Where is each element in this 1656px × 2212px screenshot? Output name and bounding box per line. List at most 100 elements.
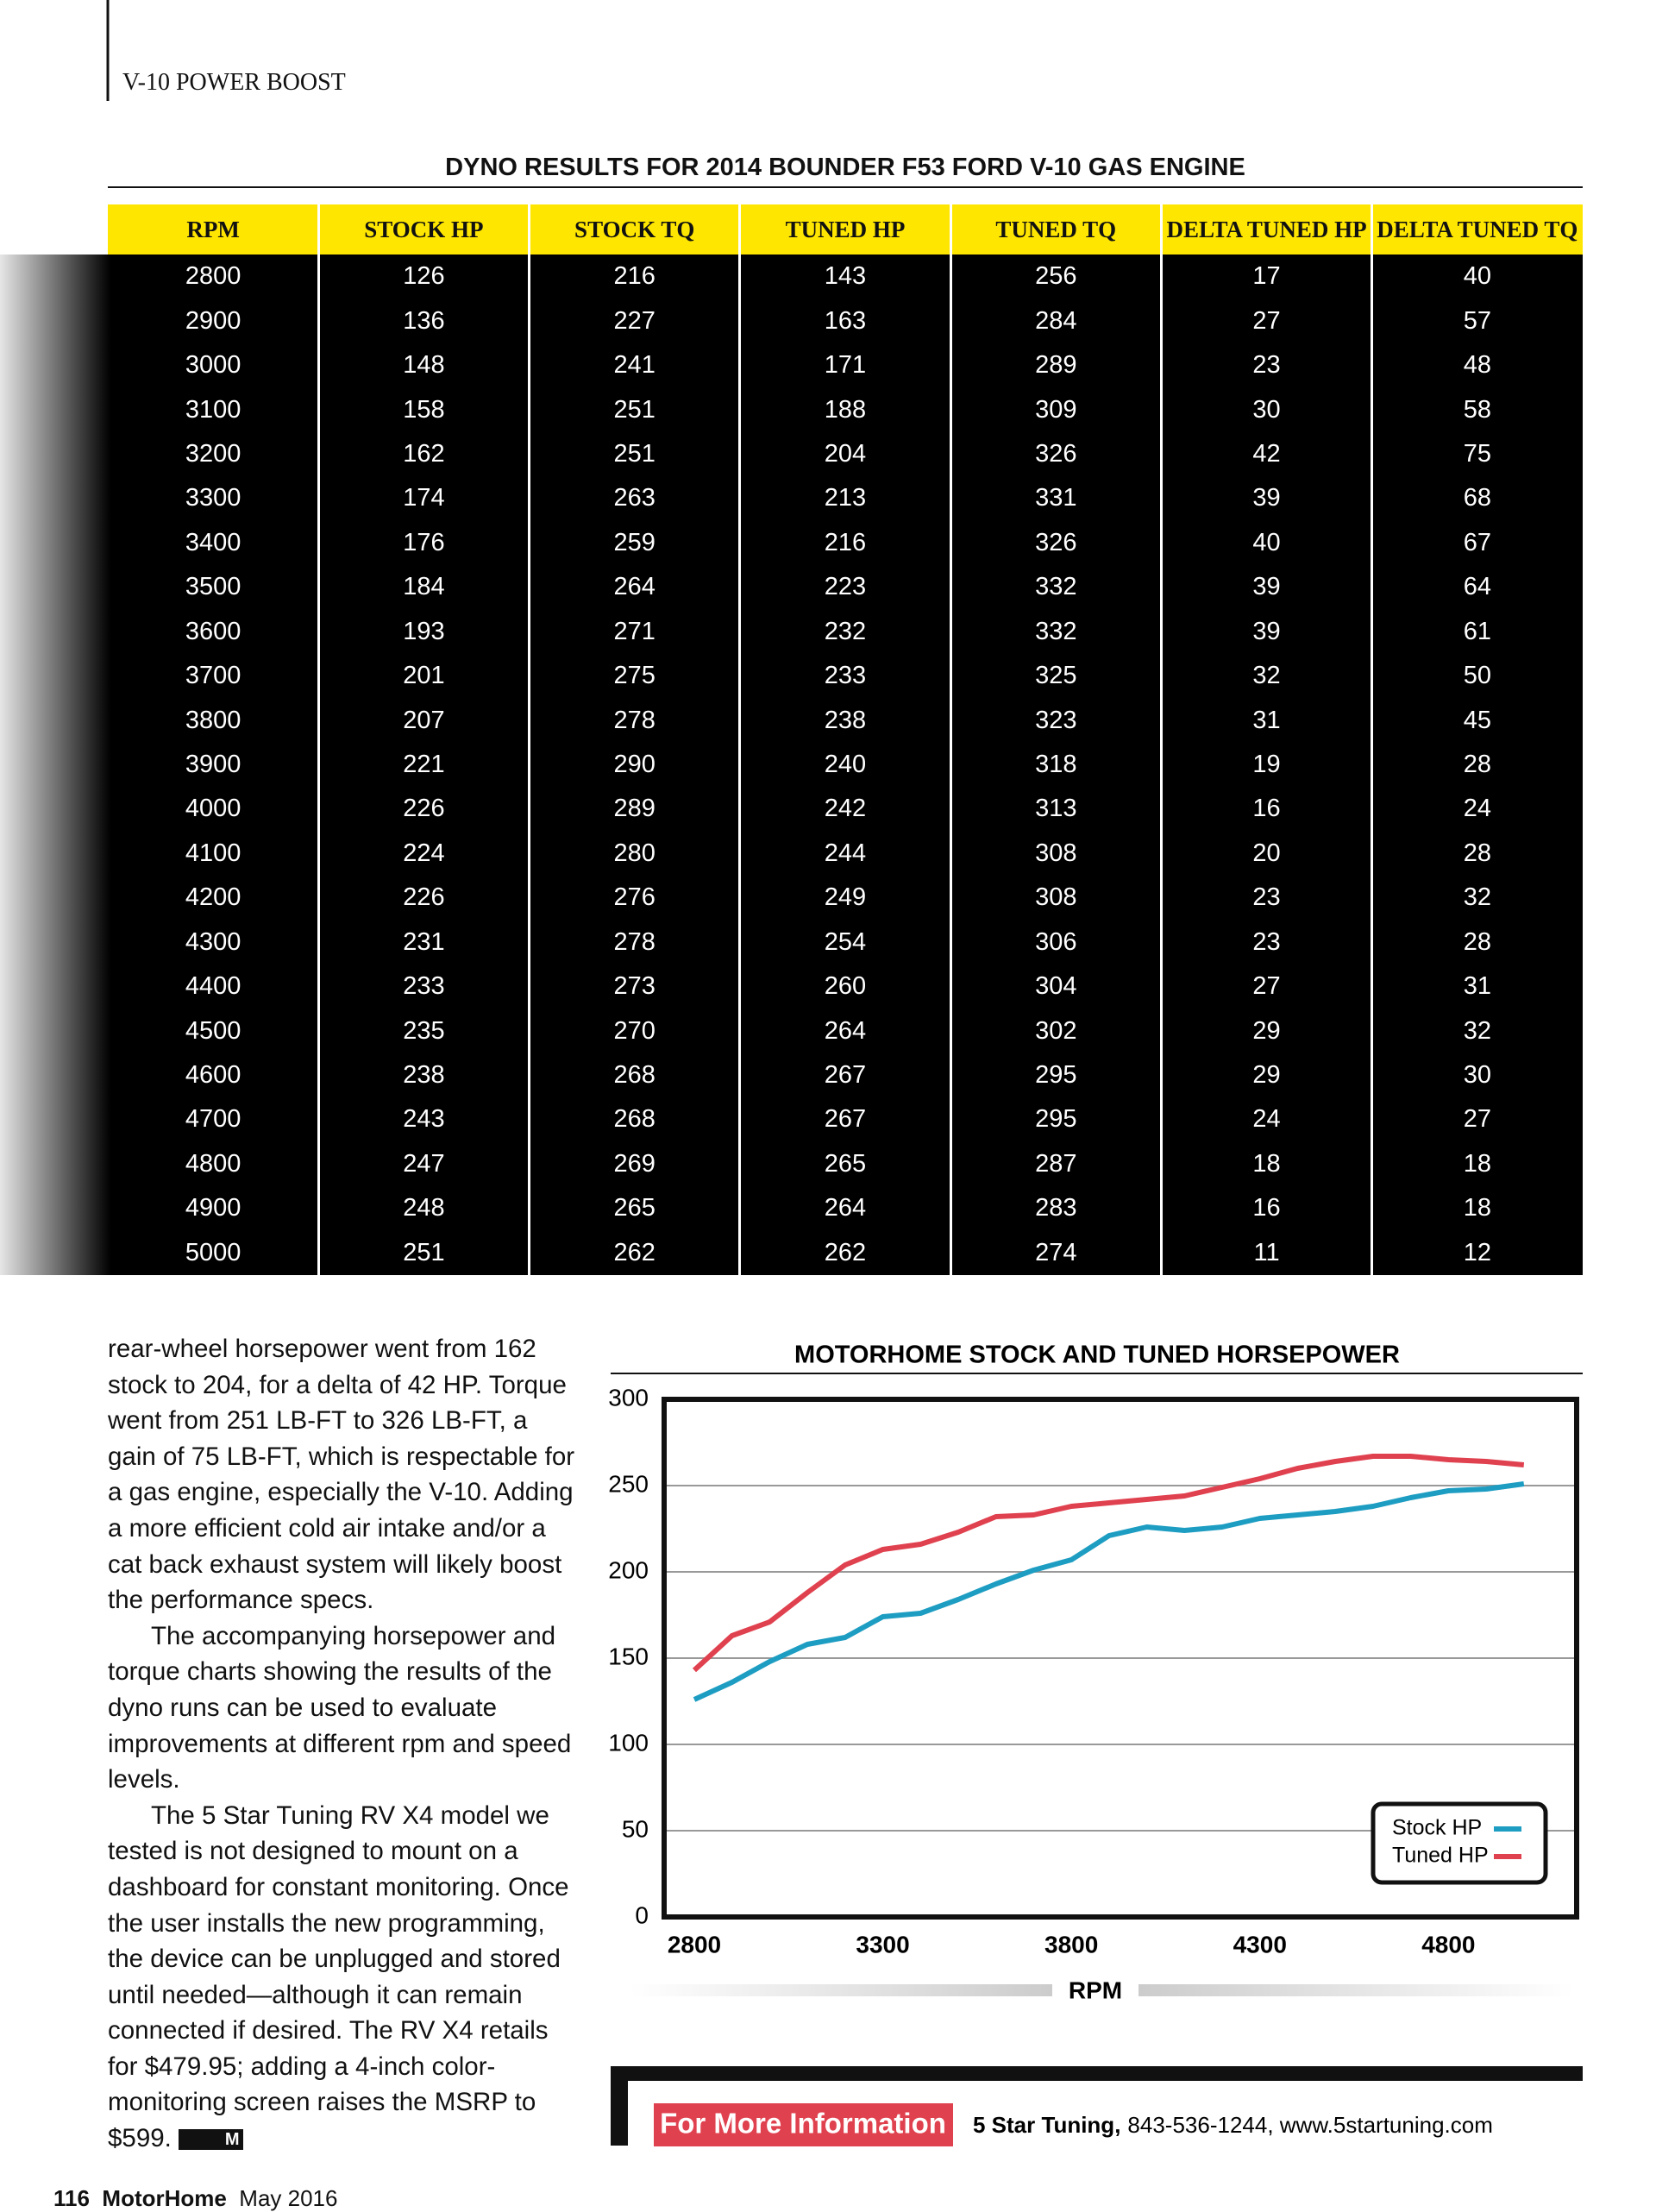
paragraph: The 5 Star Tuning RV X4 model we tested … bbox=[108, 1800, 569, 2153]
data-line bbox=[692, 1454, 1525, 1673]
table-cell: 31 bbox=[1252, 706, 1281, 734]
table-cell: 264 bbox=[824, 1194, 867, 1222]
table-cell: 23 bbox=[1252, 927, 1281, 956]
table-cell: 278 bbox=[613, 706, 656, 734]
table-cell: 171 bbox=[824, 351, 867, 380]
footer: 116 MotorHome May 2016 bbox=[53, 2185, 337, 2212]
y-tick-label: 200 bbox=[608, 1556, 649, 1583]
table-cell: 332 bbox=[1035, 573, 1077, 601]
table-cell: 280 bbox=[613, 839, 656, 867]
table-cell: 243 bbox=[403, 1105, 445, 1134]
table-cell: 302 bbox=[1035, 1016, 1077, 1045]
table-cell: 223 bbox=[824, 573, 867, 601]
table-cell: 3200 bbox=[185, 439, 242, 468]
legend-label: Stock HP bbox=[1392, 1816, 1482, 1840]
table-cell: 136 bbox=[403, 306, 445, 335]
table-cell: 12 bbox=[1463, 1238, 1491, 1266]
table-cell: 148 bbox=[403, 351, 445, 380]
table-cell: 58 bbox=[1463, 395, 1491, 424]
table-cell: 16 bbox=[1252, 795, 1281, 823]
paragraph: The accompanying horsepower and torque c… bbox=[108, 1621, 572, 1794]
table-cell: 268 bbox=[613, 1105, 656, 1134]
info-label-box bbox=[654, 2103, 953, 2146]
table-cell: 207 bbox=[403, 706, 445, 734]
table-cell: 270 bbox=[613, 1016, 656, 1045]
column-header: STOCK HP bbox=[364, 216, 484, 242]
column-divider bbox=[1159, 204, 1163, 1275]
table-cell: 204 bbox=[824, 439, 867, 468]
table-cell: 271 bbox=[613, 617, 656, 645]
info-label: For More Information bbox=[660, 2108, 946, 2140]
table-cell: 27 bbox=[1463, 1105, 1491, 1134]
table-cell: 267 bbox=[824, 1105, 867, 1134]
table-cell: 216 bbox=[824, 528, 867, 556]
table-cell: 4200 bbox=[185, 883, 242, 912]
column-header: DELTA TUNED TQ bbox=[1377, 216, 1578, 242]
table-cell: 332 bbox=[1035, 617, 1077, 645]
table-cell: 27 bbox=[1252, 306, 1281, 335]
table-cell: 238 bbox=[824, 706, 867, 734]
table-cell: 304 bbox=[1035, 972, 1077, 1001]
table-cell: 276 bbox=[613, 883, 656, 912]
table-cell: 3700 bbox=[185, 662, 242, 690]
legend-frame bbox=[1371, 1801, 1548, 1885]
table-cell: 3500 bbox=[185, 573, 242, 601]
page-number: 116 bbox=[53, 2185, 90, 2211]
table-cell: 4900 bbox=[185, 1194, 242, 1222]
table-cell: 30 bbox=[1252, 395, 1281, 424]
table-cell: 278 bbox=[613, 927, 656, 956]
table-cell: 325 bbox=[1035, 662, 1077, 690]
x-tick-label: 3300 bbox=[856, 1931, 909, 1957]
table-cell: 11 bbox=[1253, 1238, 1280, 1266]
plot-frame bbox=[662, 1397, 1579, 1920]
table-cell: 57 bbox=[1463, 306, 1491, 335]
table-cell: 249 bbox=[824, 883, 867, 912]
table-cell: 28 bbox=[1463, 927, 1491, 956]
table-cell: 306 bbox=[1035, 927, 1077, 956]
column-divider bbox=[317, 204, 320, 1275]
data-line bbox=[693, 1481, 1525, 1702]
table-cell: 18 bbox=[1252, 1149, 1281, 1178]
chart-title: MOTORHOME STOCK AND TUNED HORSEPOWER bbox=[794, 1342, 1400, 1369]
table-cell: 233 bbox=[403, 972, 445, 1001]
table-cell: 313 bbox=[1035, 795, 1077, 823]
table-cell: 295 bbox=[1035, 1061, 1077, 1090]
column-divider bbox=[738, 204, 742, 1275]
table-cell: 28 bbox=[1463, 750, 1491, 778]
table-cell: 269 bbox=[613, 1149, 656, 1178]
table-cell: 295 bbox=[1035, 1105, 1077, 1134]
table-cell: 39 bbox=[1252, 484, 1281, 512]
column-header: STOCK TQ bbox=[574, 216, 695, 242]
table-cell: 5000 bbox=[185, 1238, 242, 1266]
column-divider bbox=[1371, 204, 1374, 1275]
legend-label: Tuned HP bbox=[1392, 1844, 1489, 1868]
table-cell: 19 bbox=[1252, 750, 1281, 778]
column-header: TUNED TQ bbox=[995, 216, 1117, 242]
table-cell: 318 bbox=[1035, 750, 1077, 778]
table-cell: 227 bbox=[613, 306, 656, 335]
table-cell: 251 bbox=[403, 1238, 445, 1266]
table-cell: 247 bbox=[403, 1149, 445, 1178]
table-title: DYNO RESULTS FOR 2014 BOUNDER F53 FORD V… bbox=[445, 154, 1245, 181]
table-cell: 308 bbox=[1035, 883, 1077, 912]
table-cell: 31 bbox=[1463, 972, 1491, 1001]
table-cell: 241 bbox=[613, 351, 656, 380]
table-cell: 4700 bbox=[185, 1105, 242, 1134]
table-header-background bbox=[108, 204, 1583, 255]
table-cell: 126 bbox=[403, 262, 445, 291]
table-cell: 283 bbox=[1035, 1194, 1077, 1222]
table-cell: 68 bbox=[1463, 484, 1491, 512]
table-cell: 290 bbox=[613, 750, 656, 778]
table-cell: 216 bbox=[613, 262, 656, 291]
table-cell: 4300 bbox=[185, 927, 242, 956]
table-cell: 40 bbox=[1252, 528, 1281, 556]
column-header: TUNED HP bbox=[785, 216, 906, 242]
table-cell: 238 bbox=[403, 1061, 445, 1090]
table-cell: 4400 bbox=[185, 972, 242, 1001]
table-cell: 262 bbox=[824, 1238, 867, 1266]
table-cell: 240 bbox=[824, 750, 867, 778]
table-cell: 16 bbox=[1252, 1194, 1281, 1222]
table-cell: 24 bbox=[1463, 795, 1491, 823]
table-cell: 29 bbox=[1252, 1061, 1281, 1090]
